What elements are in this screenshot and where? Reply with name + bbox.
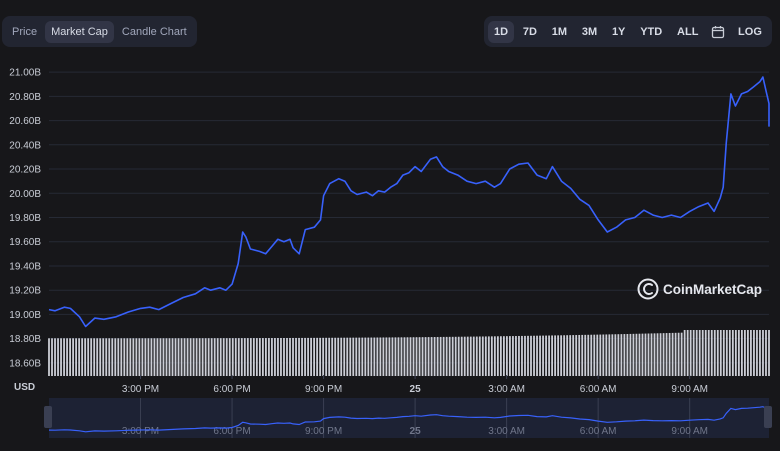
range-3m-button[interactable]: 3M (581, 25, 598, 38)
x-tick-label: 9:00 AM (671, 384, 708, 395)
watermark-text: CoinMarketCap (663, 282, 762, 297)
price-line-group (48, 76, 770, 328)
tab-market-cap[interactable]: Market Cap (45, 20, 114, 43)
time-range-bar: 1D 7D 1M 3M 1Y YTD ALL LOG (484, 16, 772, 47)
y-tick-label: 19.60B (9, 237, 41, 248)
range-7d-button[interactable]: 7D (522, 25, 537, 38)
range-1y-button[interactable]: 1Y (611, 25, 626, 38)
x-tick-label: 3:00 PM (122, 384, 159, 395)
navigator-grid: 3:00 PM 6:00 PM 9:00 PM 25 3:00 AM 6:00 AM 9:0… (122, 398, 708, 438)
range-ytd-button[interactable]: YTD (640, 25, 663, 38)
range-1m-button[interactable]: 1M (551, 25, 568, 38)
grid-lines (49, 71, 769, 364)
x-axis: 3:00 PM 6:00 PM 9:00 PM 25 3:00 AM 6:00 AM 9:0… (122, 375, 708, 395)
navigator-tick-label: 9:00 AM (671, 426, 708, 437)
y-tick-label: 19.00B (9, 310, 41, 321)
x-tick-label: 9:00 PM (305, 384, 342, 395)
navigator-tick-label: 25 (410, 426, 422, 437)
y-axis: 21.00B 20.80B 20.60B 20.40B 20.20B 20.00B 19.8… (9, 68, 41, 370)
y-tick-label: 18.60B (9, 358, 41, 369)
navigator-right-handle[interactable] (764, 406, 772, 428)
currency-label: USD (14, 382, 35, 393)
y-tick-label: 18.80B (9, 334, 41, 345)
y-tick-label: 20.80B (9, 92, 41, 103)
navigator-tick-label: 6:00 AM (580, 426, 617, 437)
calendar-icon[interactable] (707, 25, 729, 39)
y-tick-label: 20.20B (9, 165, 41, 176)
navigator-tick-label: 6:00 PM (213, 426, 250, 437)
watermark: CoinMarketCap (637, 278, 762, 300)
navigator-tick-label: 3:00 AM (488, 426, 525, 437)
range-all-button[interactable]: ALL (677, 25, 699, 38)
x-tick-label: 6:00 PM (213, 384, 250, 395)
chart-type-tabs: Price Market Cap Candle Chart (2, 16, 197, 47)
range-1d-button[interactable]: 1D (488, 20, 515, 43)
y-tick-label: 19.40B (9, 261, 41, 272)
y-tick-label: 20.00B (9, 189, 41, 200)
volume-bars (48, 330, 770, 376)
navigator-background (49, 398, 769, 438)
y-tick-label: 20.60B (9, 116, 41, 127)
coinmarketcap-logo-icon (643, 283, 653, 295)
navigator-tick-label: 9:00 PM (305, 426, 342, 437)
range-navigator: 3:00 PM 6:00 PM 9:00 PM 25 3:00 AM 6:00 AM 9:0… (44, 398, 772, 438)
tab-candle-chart[interactable]: Candle Chart (121, 25, 187, 38)
tab-price[interactable]: Price (12, 25, 38, 38)
y-tick-label: 20.40B (9, 140, 41, 151)
log-scale-button[interactable]: LOG (738, 25, 762, 38)
market-cap-line (48, 76, 770, 328)
navigator-line-group (48, 406, 770, 433)
y-tick-label: 19.80B (9, 213, 41, 224)
x-tick-label: 6:00 AM (580, 384, 617, 395)
navigator-left-handle[interactable] (44, 406, 52, 428)
y-tick-label: 19.20B (9, 286, 41, 297)
navigator-tick-label: 3:00 PM (122, 426, 159, 437)
x-tick-label: 3:00 AM (488, 384, 525, 395)
y-tick-label: 21.00B (9, 68, 41, 79)
x-tick-label: 25 (410, 384, 422, 395)
navigator-line (48, 406, 770, 433)
